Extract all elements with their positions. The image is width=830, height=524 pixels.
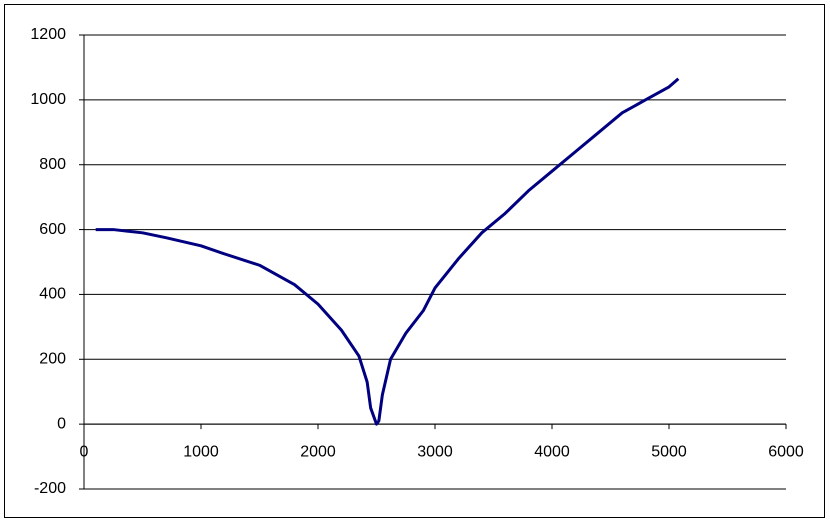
y-tick-label: 1200 (30, 26, 66, 43)
x-tick-label: 0 (80, 443, 89, 460)
y-tick-label: -200 (34, 480, 66, 497)
x-tick-label: 2000 (300, 443, 336, 460)
y-tick-label: 1000 (30, 91, 66, 108)
y-tick-label: 400 (39, 286, 66, 303)
x-tick-label: 4000 (534, 443, 570, 460)
chart-border (4, 4, 825, 518)
y-tick-label: 600 (39, 221, 66, 238)
x-tick-label: 3000 (417, 443, 453, 460)
y-tick-label: 200 (39, 351, 66, 368)
x-tick-label: 1000 (183, 443, 219, 460)
data-line (95, 77, 680, 426)
x-tick-label: 5000 (651, 443, 687, 460)
y-tick-label: 0 (57, 415, 66, 432)
y-tick-label: 800 (39, 156, 66, 173)
x-tick-label: 6000 (768, 443, 804, 460)
